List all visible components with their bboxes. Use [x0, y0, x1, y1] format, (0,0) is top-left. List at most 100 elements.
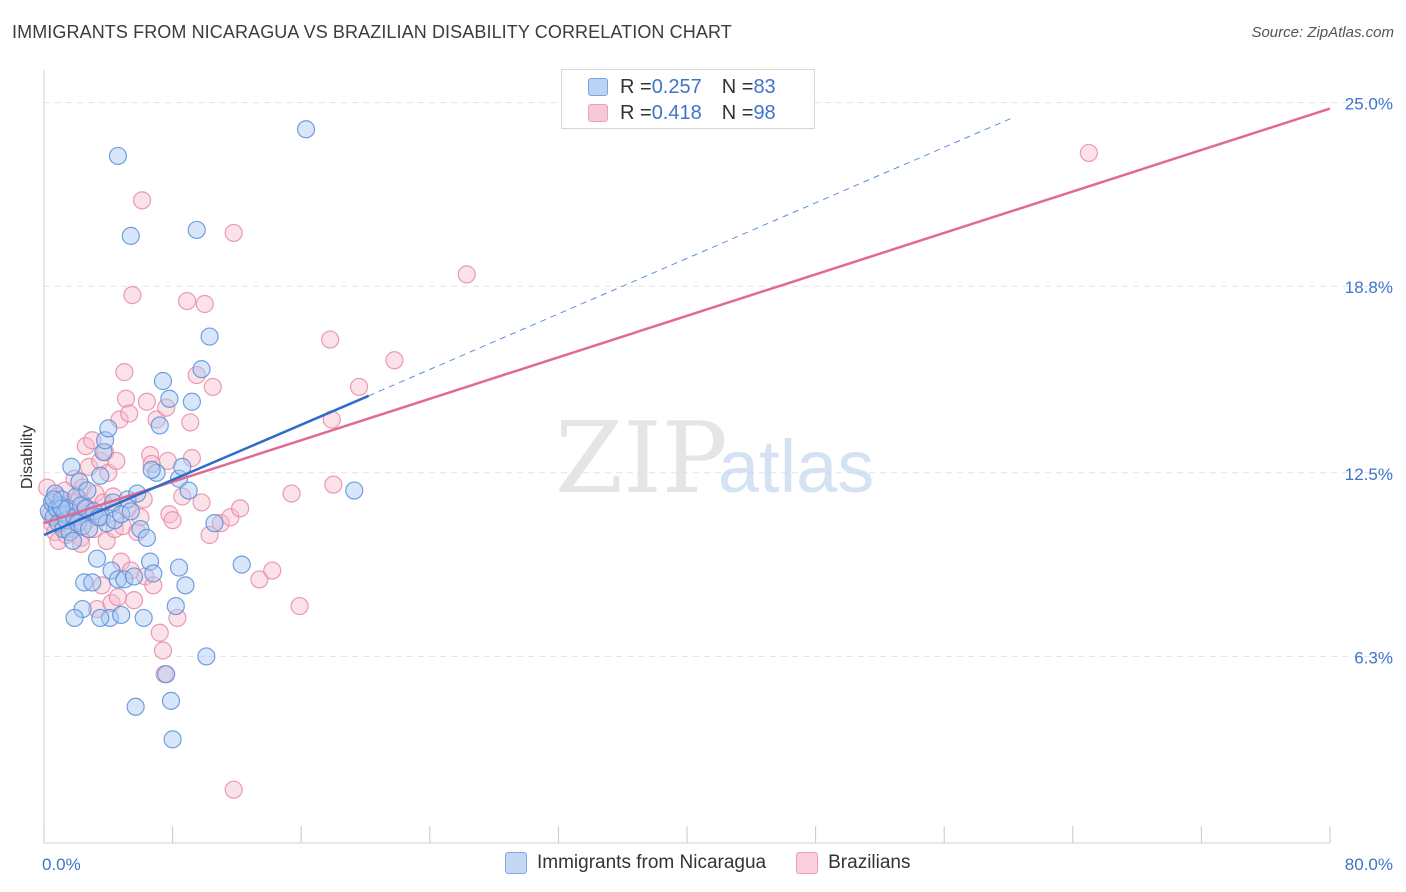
brazilians-point [349, 377, 369, 397]
brazilians-trend-line [43, 107, 1331, 525]
nicaragua-point [179, 481, 198, 500]
brazilians-points [38, 143, 1098, 799]
nicaragua-trend-extension [368, 116, 1014, 397]
nicaragua-point [108, 146, 128, 166]
watermark: ZIP atlas [555, 402, 874, 516]
brazilians-point [128, 522, 147, 542]
brazilians-point [132, 191, 152, 210]
brazilians-point [385, 351, 404, 370]
watermark-zip: ZIP [555, 402, 728, 516]
nicaragua-point [63, 531, 83, 551]
nicaragua-point [91, 466, 110, 485]
legend-n-label: N = [721, 75, 754, 98]
nicaragua-point [176, 576, 195, 595]
series-legend-nicaragua: Immigrants from Nicaragua [505, 852, 766, 874]
legend-n-label: N = [721, 101, 754, 124]
y-tick-label: 12.5% [1345, 465, 1393, 484]
nicaragua-point [95, 431, 115, 450]
brazilians-point [107, 451, 126, 471]
nicaragua-trend-line [43, 394, 370, 537]
brazilians-point [142, 454, 161, 474]
legend-row-brazilians: R = 0.418 N = 98 [588, 100, 776, 126]
nicaragua-point [192, 360, 211, 379]
brazilians-point [177, 291, 197, 311]
brazilians-point [137, 392, 156, 411]
nicaragua-point [200, 327, 219, 346]
y-tick-label: 6.3% [1354, 648, 1393, 667]
series-legend-brazilians: Brazilians [796, 852, 911, 874]
series-legend: Immigrants from Nicaragua Brazilians [505, 852, 941, 874]
nicaragua-point [166, 596, 185, 616]
brazilians-point [83, 431, 102, 450]
brazilians-point [290, 596, 309, 616]
brazilians-point [263, 561, 282, 580]
series-label-nicaragua: Immigrants from Nicaragua [537, 852, 767, 873]
series-swatch-blue [505, 852, 527, 874]
legend-swatch-pink [588, 104, 608, 122]
brazilians-point [457, 265, 476, 284]
axes [43, 70, 1331, 844]
nicaragua-point [157, 665, 176, 684]
brazilians-point [1079, 143, 1098, 163]
gridlines [44, 102, 1392, 657]
brazilians-point [282, 484, 301, 503]
nicaragua-point [78, 481, 97, 500]
brazilians-point [123, 286, 142, 305]
source-credit: Source: ZipAtlas.com [1251, 24, 1394, 41]
nicaragua-point [102, 561, 121, 580]
nicaragua-point [44, 490, 63, 509]
x-tick-label: 0.0% [42, 855, 81, 874]
nicaragua-point [205, 514, 224, 533]
brazilians-point [231, 499, 250, 518]
nicaragua-point [345, 481, 364, 500]
nicaragua-point [147, 463, 166, 482]
nicaragua-point [134, 608, 153, 628]
brazilians-point [211, 514, 230, 533]
nicaragua-point [144, 564, 163, 583]
nicaragua-point [153, 371, 173, 391]
brazilians-point [115, 363, 134, 382]
nicaragua-point [124, 567, 144, 586]
nicaragua-point [112, 605, 131, 625]
brazilians-point [187, 365, 206, 385]
nicaragua-point [232, 555, 251, 574]
brazilians-point [224, 780, 243, 799]
nicaragua-point [99, 419, 118, 438]
nicaragua-point [169, 558, 189, 577]
nicaragua-point [137, 528, 156, 548]
brazilians-point [224, 223, 243, 243]
nicaragua-point [161, 691, 181, 710]
nicaragua-point [126, 697, 145, 716]
brazilians-point [250, 570, 269, 589]
y-tick-label: 18.8% [1345, 278, 1393, 297]
nicaragua-point [131, 519, 150, 539]
brazilians-point [321, 330, 340, 349]
brazilians-point [324, 475, 343, 494]
brazilians-point [195, 294, 214, 314]
brazilians-point [120, 404, 139, 423]
brazilians-point [108, 588, 128, 607]
nicaragua-point [67, 487, 86, 506]
nicaragua-points [39, 120, 364, 749]
brazilians-point [116, 389, 136, 408]
nicaragua-point [160, 389, 179, 408]
brazilians-point [181, 413, 200, 432]
nicaragua-point [187, 220, 206, 240]
legend-r-value: 0.257 [651, 75, 702, 98]
nicaragua-point [163, 730, 182, 749]
chart-title: IMMIGRANTS FROM NICARAGUA VS BRAZILIAN D… [12, 22, 732, 42]
legend-n-value: 98 [753, 101, 776, 124]
legend-r-label: R = [620, 75, 652, 98]
nicaragua-point [150, 416, 169, 435]
nicaragua-point [91, 608, 110, 628]
legend-swatch-blue [588, 78, 608, 96]
brazilians-point [203, 377, 222, 397]
series-label-brazilians: Brazilians [828, 852, 911, 873]
brazilians-point [150, 623, 169, 642]
legend-r-label: R = [620, 101, 652, 124]
nicaragua-point [197, 647, 216, 666]
legend-n-value: 83 [753, 75, 776, 98]
nicaragua-point [121, 226, 140, 245]
y-tick-label: 25.0% [1345, 95, 1393, 114]
